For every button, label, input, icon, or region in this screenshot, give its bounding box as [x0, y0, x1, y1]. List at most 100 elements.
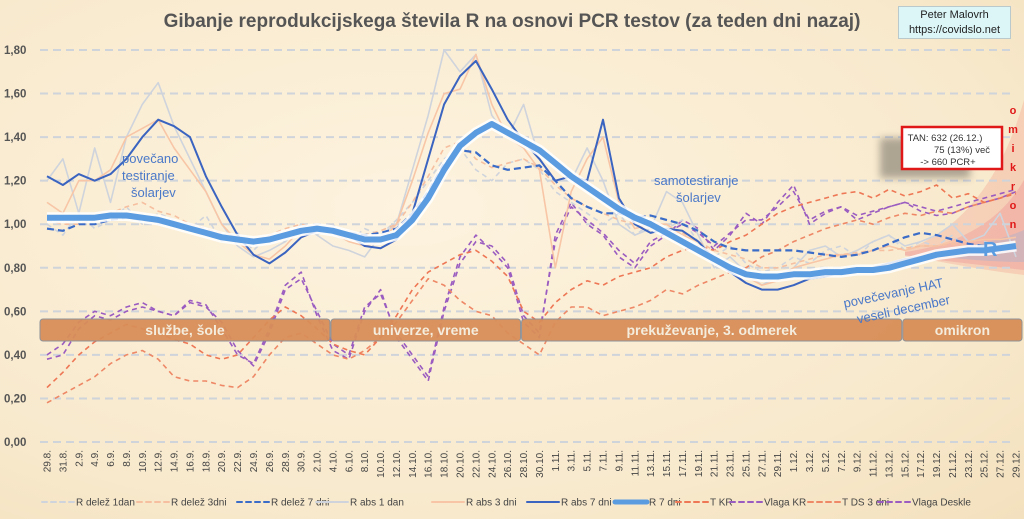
x-tick-label: 28.10.	[519, 450, 530, 478]
omikron-vertical-label: omikron	[1008, 105, 1018, 231]
x-tick-label: 25.11.	[742, 450, 753, 477]
series-r-abs-7-dni	[46, 59, 1017, 291]
series-line	[47, 121, 1017, 280]
legend: R delež 1dan R delež 3dni R delež 7 dni R a…	[41, 498, 971, 509]
x-tick-label: 9.11.	[614, 450, 625, 472]
note1-line-2: šolarjev	[131, 185, 176, 200]
series-r-7-dni	[47, 118, 1017, 282]
note-povecano-testiranje: povečano testiranje šolarjev	[122, 151, 178, 200]
x-tick-label: 27.11.	[757, 450, 768, 477]
legend-label: R abs 7 dni	[561, 498, 612, 509]
series-t-ds-3-dni	[46, 190, 1017, 404]
legend-item[interactable]: R 7 dni	[612, 498, 681, 509]
phase-bars: službe, šole univerze, vreme prekuževanje,…	[39, 318, 1023, 342]
series-vlaga-kr	[46, 184, 1017, 378]
x-tick-label: 19.12.	[932, 450, 943, 478]
legend-label: Vlaga Deskle	[912, 498, 971, 509]
legend-item[interactable]: T DS 3 dni	[807, 498, 889, 509]
x-tick-label: 26.10.	[503, 450, 514, 478]
note2-line-0: samotestiranje	[654, 173, 739, 188]
series-line	[46, 190, 1017, 404]
series-t-kr	[46, 184, 1017, 389]
series-line	[46, 184, 1017, 389]
x-tick-label: 31.8.	[58, 450, 69, 472]
x-tick-label: 26.9.	[265, 450, 276, 472]
x-tick-label: 30.10.	[535, 450, 546, 478]
x-tick-label: 16.10.	[424, 450, 435, 478]
author-name: Peter Malovrh	[920, 9, 989, 21]
x-tick-label: 27.12.	[996, 450, 1007, 478]
r-label: R	[983, 239, 998, 261]
x-tick-label: 22.9.	[233, 450, 244, 472]
omikron-letter: o	[1010, 200, 1017, 212]
x-tick-label: 15.11.	[662, 450, 673, 477]
legend-label: R delež 3dni	[171, 498, 227, 509]
x-tick-label: 23.12.	[964, 450, 975, 478]
x-tick-label: 10.10.	[376, 450, 387, 478]
author-box[interactable]: Peter Malovrh https://covidslo.net	[898, 6, 1011, 39]
x-tick-label: 7.11.	[599, 450, 610, 472]
legend-label: R abs 1 dan	[350, 498, 404, 509]
note1-line-0: povečano	[122, 151, 178, 166]
legend-label: R delež 7 dni	[271, 498, 329, 509]
y-tick-label: 0,60	[4, 306, 26, 318]
x-tick-label: 23.11.	[726, 450, 737, 477]
legend-label: R 7 dni	[649, 498, 681, 509]
author-link[interactable]: https://covidslo.net	[908, 24, 1001, 36]
legend-item[interactable]: R abs 1 dan	[315, 498, 404, 509]
legend-item[interactable]: Vlaga KR	[729, 498, 806, 509]
y-tick-label: 1,80	[4, 45, 26, 57]
x-tick-label: 24.10.	[487, 450, 498, 478]
phase-bar: prekuževanje, 3. odmerek	[521, 318, 903, 342]
x-tick-label: 2.10.	[313, 450, 324, 472]
phase-label: službe, šole	[145, 322, 225, 338]
x-tick-label: 21.11.	[710, 450, 721, 477]
y-tick-label: 1,60	[4, 89, 26, 101]
x-tick-label: 12.9.	[154, 450, 165, 472]
phase-bar: službe, šole	[39, 318, 331, 342]
x-tick-label: 11.11.	[630, 450, 641, 476]
tan-line-2: -> 660 PCR+	[920, 157, 976, 168]
x-tick-label: 11.12.	[869, 450, 880, 477]
x-tick-label: 2.9.	[74, 450, 85, 467]
legend-item[interactable]: R delež 7 dni	[236, 498, 329, 509]
x-tick-label: 20.9.	[217, 450, 228, 472]
y-tick-label: 1,40	[4, 132, 26, 144]
legend-label: R delež 1dan	[76, 498, 135, 509]
phase-label: univerze, vreme	[373, 322, 479, 338]
legend-item[interactable]: R abs 7 dni	[526, 498, 612, 509]
legend-item[interactable]: R delež 1dan	[41, 498, 135, 509]
x-tick-label: 8.9.	[122, 450, 133, 467]
note2-line-1: šolarjev	[676, 190, 721, 205]
x-tick-label: 24.9.	[249, 450, 260, 472]
x-tick-label: 29.12.	[1012, 450, 1023, 478]
legend-label: R abs 3 dni	[466, 498, 517, 509]
legend-item[interactable]: T KR	[675, 498, 733, 509]
series-vlaga-deskle	[46, 188, 1017, 382]
x-tick-label: 7.12.	[837, 450, 848, 472]
x-tick-label: 3.11.	[567, 450, 578, 472]
series-group	[46, 49, 1017, 404]
phase-label: prekuževanje, 3. odmerek	[626, 322, 797, 338]
y-tick-label: 0,20	[4, 393, 26, 405]
series-line	[46, 140, 1017, 269]
x-tick-label: 4.10.	[328, 450, 339, 472]
omikron-letter: o	[1010, 105, 1017, 117]
note-samotestiranje: samotestiranje šolarjev	[654, 173, 739, 205]
omikron-letter: n	[1010, 219, 1017, 231]
x-tick-label: 21.12.	[948, 450, 959, 478]
x-tick-label: 8.10.	[360, 450, 371, 472]
y-tick-label: 0,00	[4, 437, 26, 449]
tan-box: TAN: 632 (26.12.) 75 (13%) več -> 660 PC…	[880, 125, 1004, 178]
legend-item[interactable]: Vlaga Deskle	[877, 498, 971, 509]
legend-item[interactable]: R delež 3dni	[136, 498, 227, 509]
x-tick-label: 29.11.	[773, 450, 784, 477]
x-tick-label: 6.10.	[344, 450, 355, 472]
x-axis: 29.8. 31.8. 2.9. 4.9. 6.9. 8.9. 10.9. 12.9. 14.9…	[43, 450, 1023, 478]
y-axis: 0,00 0,20 0,40 0,60 0,80 1,00 1,20 1,40 1,60 1,80	[4, 45, 26, 449]
phase-label: omikron	[935, 322, 990, 338]
phase-rect	[902, 318, 1023, 342]
x-tick-label: 16.9.	[186, 450, 197, 472]
phase-rect	[39, 318, 331, 342]
legend-item[interactable]: R abs 3 dni	[431, 498, 517, 509]
